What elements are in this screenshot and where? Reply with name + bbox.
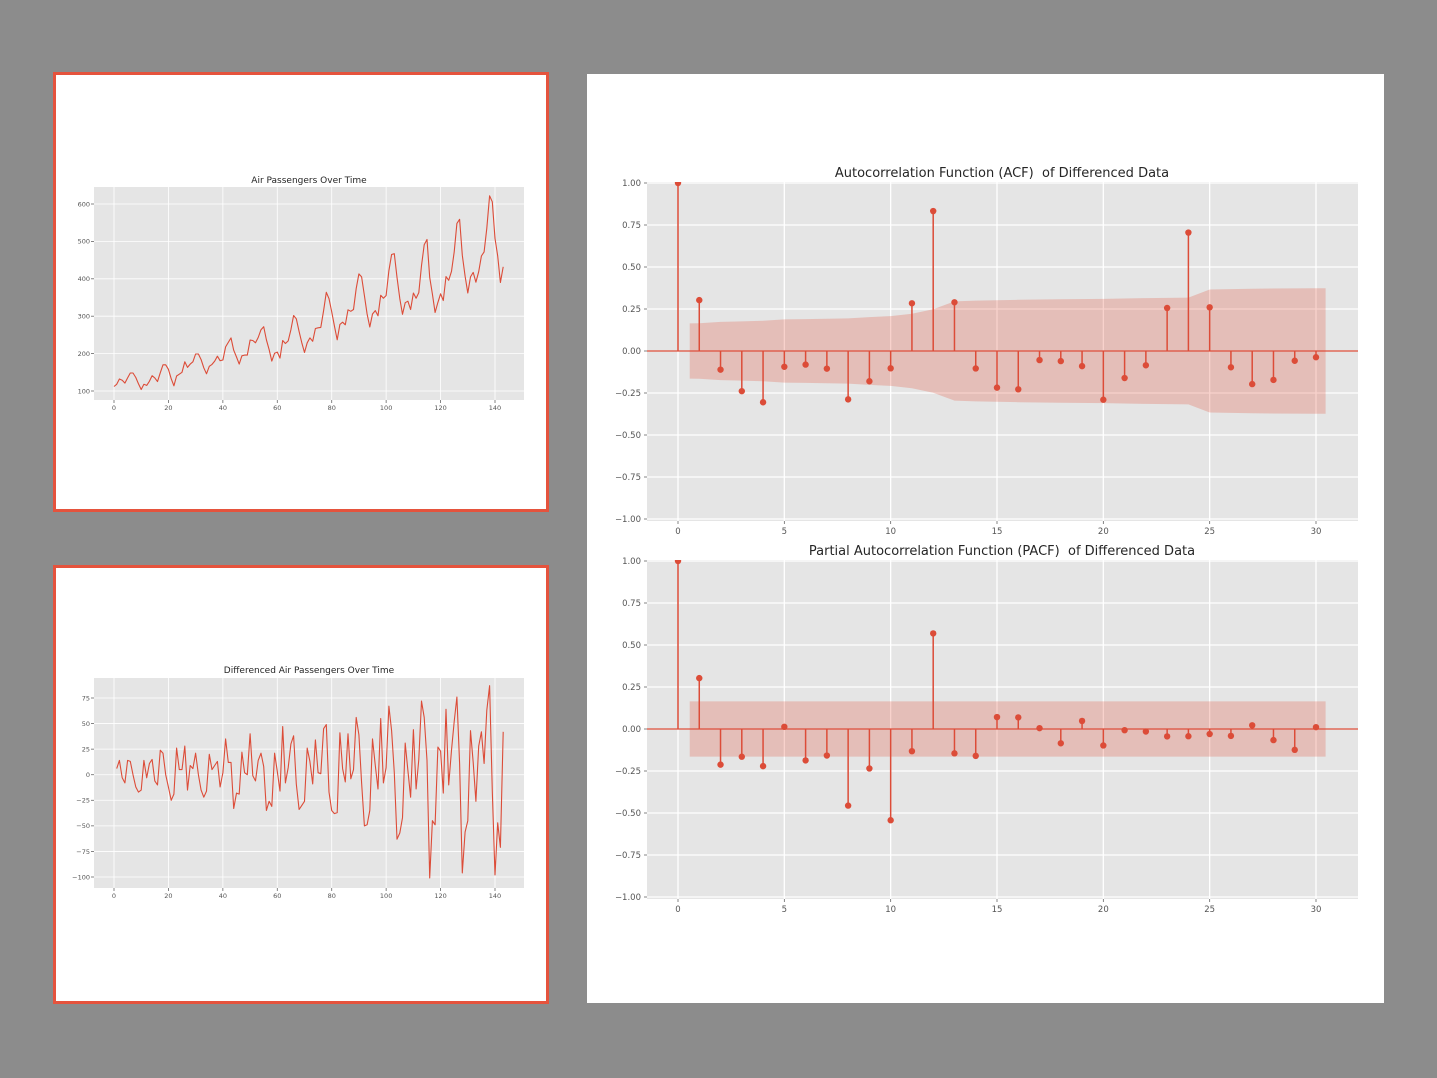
y-tick-labels: −100 −75 −50 −25 0 25 50 75	[72, 694, 90, 881]
gridlines	[94, 678, 524, 888]
tick-marks	[91, 203, 496, 403]
svg-text:100: 100	[380, 892, 392, 900]
stem-markers	[674, 182, 1320, 406]
svg-text:10: 10	[885, 527, 896, 537]
chart-title: Air Passengers Over Time	[251, 176, 367, 186]
stem-markers	[674, 560, 1320, 824]
svg-text:20: 20	[1098, 905, 1109, 915]
svg-text:20: 20	[1098, 527, 1109, 537]
svg-text:−75: −75	[76, 848, 90, 856]
plot-area	[94, 678, 524, 888]
svg-text:−100: −100	[72, 873, 90, 881]
svg-text:140: 140	[489, 892, 501, 900]
stem-lines	[677, 183, 1317, 403]
svg-text:200: 200	[78, 350, 90, 358]
svg-text:1.00: 1.00	[622, 557, 641, 567]
svg-text:30: 30	[1311, 905, 1322, 915]
svg-text:400: 400	[78, 275, 90, 283]
x-tick-labels: 0 5 10 15 20 25 30	[675, 527, 1321, 537]
y-tick-labels: 100 200 300 400 500 600	[78, 200, 90, 395]
svg-text:25: 25	[1204, 905, 1215, 915]
svg-text:80: 80	[328, 404, 336, 412]
svg-text:−0.75: −0.75	[615, 851, 641, 861]
svg-text:−50: −50	[76, 822, 90, 830]
svg-text:0: 0	[112, 404, 116, 412]
svg-text:60: 60	[273, 404, 281, 412]
x-tick-labels: 0 5 10 15 20 25 30	[675, 905, 1321, 915]
y-tick-labels: −1.00 −0.75 −0.50 −0.25 0.00 0.25 0.50 0.75 1.00	[615, 557, 641, 903]
svg-text:30: 30	[1311, 527, 1322, 537]
svg-text:100: 100	[380, 404, 392, 412]
svg-text:1.00: 1.00	[622, 179, 641, 189]
svg-text:120: 120	[434, 404, 446, 412]
svg-text:20: 20	[164, 404, 172, 412]
svg-text:60: 60	[273, 892, 281, 900]
svg-text:−0.25: −0.25	[615, 767, 641, 777]
chart-title: Differenced Air Passengers Over Time	[224, 666, 395, 676]
chart-title: Partial Autocorrelation Function (PACF) …	[809, 544, 1195, 559]
svg-text:0.25: 0.25	[622, 305, 641, 315]
svg-text:0: 0	[675, 527, 680, 537]
chart-air_passengers: 0 20 40 60 80 100 120 140 100 200 300 400 500 600 Air …	[78, 176, 524, 412]
y-tick-labels: −1.00 −0.75 −0.50 −0.25 0.00 0.25 0.50 0.75 1.00	[615, 179, 641, 525]
series-line	[116, 685, 504, 879]
x-tick-labels: 0 20 40 60 80 100 120 140	[112, 892, 501, 900]
chart-pacf: 0 5 10 15 20 25 30 −1.00 −0.75 −0.50 −0.25 0.00 0.25…	[615, 544, 1358, 915]
svg-text:120: 120	[434, 892, 446, 900]
gridlines	[94, 187, 524, 400]
svg-text:5: 5	[782, 527, 787, 537]
gridlines	[647, 560, 1358, 899]
tick-marks	[644, 182, 1317, 524]
svg-text:−0.25: −0.25	[615, 389, 641, 399]
svg-text:0: 0	[675, 905, 680, 915]
svg-text:80: 80	[328, 892, 336, 900]
tick-marks	[91, 697, 496, 891]
svg-text:0.75: 0.75	[622, 221, 641, 231]
svg-text:15: 15	[992, 527, 1003, 537]
svg-text:−0.50: −0.50	[615, 809, 641, 819]
svg-text:40: 40	[219, 404, 227, 412]
svg-text:−0.50: −0.50	[615, 431, 641, 441]
chart-diff_air_passengers: 0 20 40 60 80 100 120 140 −100 −75 −50 −25 0 25 50 75 Di…	[72, 666, 524, 900]
svg-text:0.25: 0.25	[622, 683, 641, 693]
svg-text:40: 40	[219, 892, 227, 900]
svg-text:10: 10	[885, 905, 896, 915]
svg-text:0: 0	[86, 771, 90, 779]
chart-acf: 0 5 10 15 20 25 30 −1.00 −0.75 −0.50 −0.25 0.00 0.25…	[615, 166, 1358, 537]
chart-title: Autocorrelation Function (ACF) of Differ…	[835, 166, 1169, 181]
x-tick-labels: 0 20 40 60 80 100 120 140	[112, 404, 501, 412]
svg-text:0.50: 0.50	[622, 641, 641, 651]
svg-text:25: 25	[1204, 527, 1215, 537]
svg-text:0: 0	[112, 892, 116, 900]
svg-text:300: 300	[78, 313, 90, 321]
svg-text:0.50: 0.50	[622, 263, 641, 273]
svg-text:50: 50	[82, 720, 90, 728]
svg-text:−25: −25	[76, 797, 90, 805]
svg-text:0.75: 0.75	[622, 599, 641, 609]
series-line	[113, 195, 504, 391]
tick-marks	[644, 560, 1317, 902]
svg-text:0.00: 0.00	[622, 347, 641, 357]
svg-text:100: 100	[78, 387, 90, 395]
svg-text:140: 140	[489, 404, 501, 412]
svg-text:15: 15	[992, 905, 1003, 915]
svg-text:−0.75: −0.75	[615, 473, 641, 483]
svg-text:500: 500	[78, 238, 90, 246]
svg-text:25: 25	[82, 745, 90, 753]
svg-text:−1.00: −1.00	[615, 893, 641, 903]
svg-text:600: 600	[78, 200, 90, 208]
svg-text:0.00: 0.00	[622, 725, 641, 735]
svg-text:5: 5	[782, 905, 787, 915]
svg-text:20: 20	[164, 892, 172, 900]
svg-text:75: 75	[82, 694, 90, 702]
svg-text:−1.00: −1.00	[615, 515, 641, 525]
